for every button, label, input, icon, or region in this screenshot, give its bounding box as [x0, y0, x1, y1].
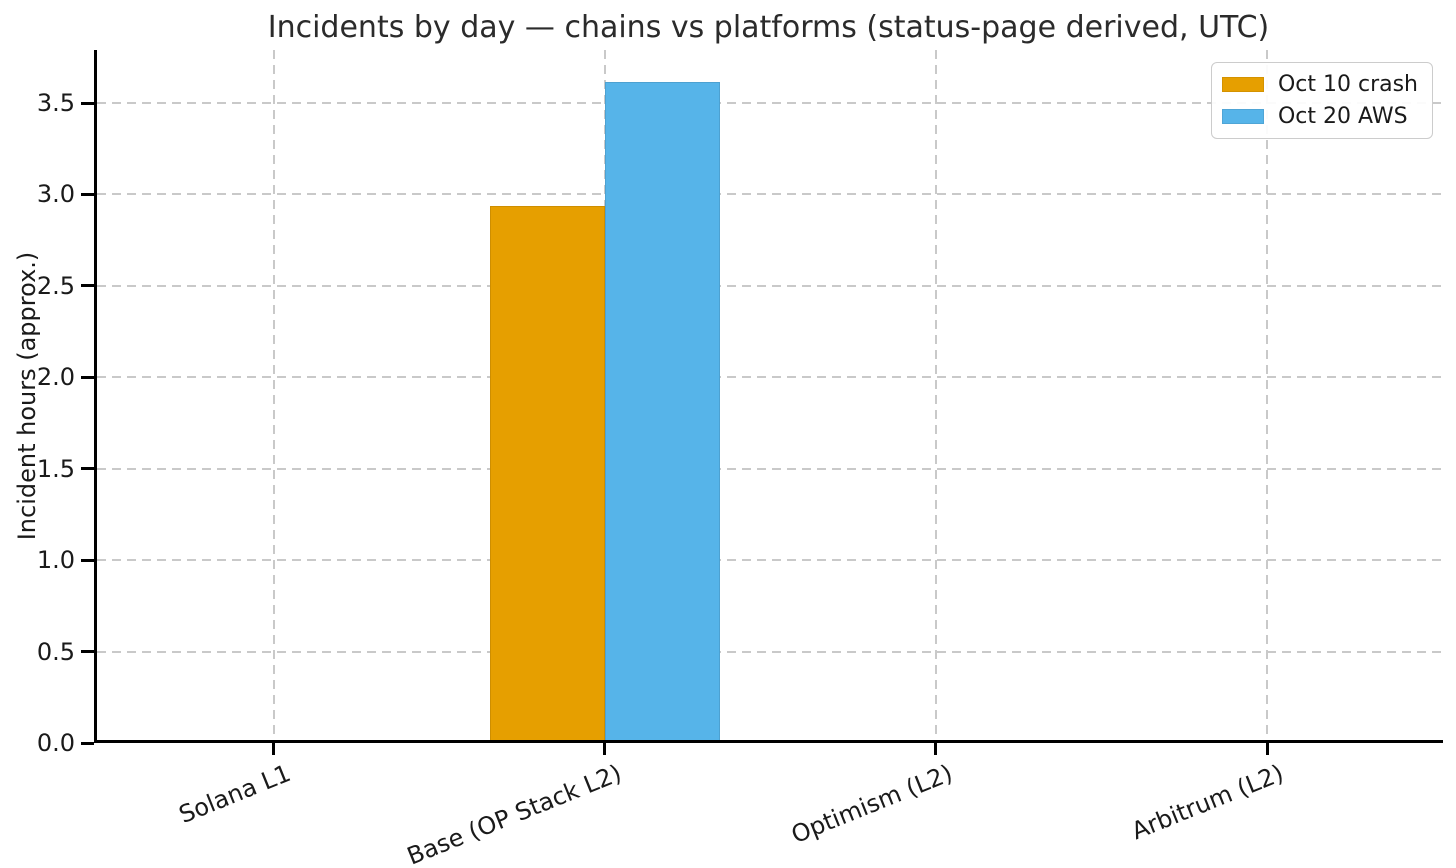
x-tick-label: Solana L1 — [175, 759, 295, 829]
y-tick — [81, 284, 94, 288]
chart-title: Incidents by day — chains vs platforms (… — [267, 10, 1270, 45]
legend-item: Oct 20 AWS — [1221, 104, 1418, 129]
y-tick — [81, 192, 94, 196]
legend-swatch — [1221, 109, 1264, 124]
x-tick — [603, 743, 607, 755]
y-gridline — [97, 284, 1443, 287]
y-gridline — [97, 559, 1443, 562]
y-tick — [81, 101, 94, 105]
y-tick-label: 0.5 — [36, 637, 75, 666]
bar-oct-10-crash — [489, 206, 605, 740]
x-tick-label: Arbitrum (L2) — [1127, 759, 1288, 846]
x-tick — [272, 743, 276, 755]
legend-label: Oct 10 crash — [1277, 72, 1418, 97]
y-tick-label: 3.0 — [36, 180, 75, 209]
legend-label: Oct 20 AWS — [1277, 104, 1408, 129]
x-tick-label: Base (OP Stack L2) — [403, 759, 626, 868]
y-gridline — [97, 467, 1443, 470]
x-tick — [934, 743, 938, 755]
legend: Oct 10 crash Oct 20 AWS — [1210, 62, 1433, 139]
y-tick-label: 0.0 — [36, 729, 75, 757]
y-tick-label: 1.5 — [36, 454, 75, 483]
legend-item: Oct 10 crash — [1221, 72, 1418, 97]
y-tick — [81, 375, 94, 379]
y-gridline — [97, 102, 1443, 105]
x-gridline — [272, 50, 275, 740]
x-tick-label: Optimism (L2) — [787, 759, 957, 850]
y-tick — [81, 650, 94, 654]
y-tick-label: 3.5 — [36, 89, 75, 118]
y-gridline — [97, 376, 1443, 379]
y-tick-label: 2.0 — [36, 363, 75, 392]
y-gridline — [97, 650, 1443, 653]
plot-area: 0.0 0.5 1.0 1.5 2.0 2.5 3.0 3.5 Solana L1 Base (O… — [37, 50, 1443, 868]
y-tick — [81, 741, 94, 745]
y-gridline — [97, 193, 1443, 196]
x-gridline — [934, 50, 937, 740]
bar-oct-20-aws — [604, 81, 720, 740]
y-tick-label: 2.5 — [36, 271, 75, 300]
x-gridline — [1266, 50, 1268, 740]
y-tick — [81, 467, 94, 471]
y-tick — [81, 558, 94, 562]
x-tick — [1265, 743, 1269, 755]
legend-swatch — [1221, 77, 1264, 92]
y-tick-label: 1.0 — [36, 546, 75, 575]
